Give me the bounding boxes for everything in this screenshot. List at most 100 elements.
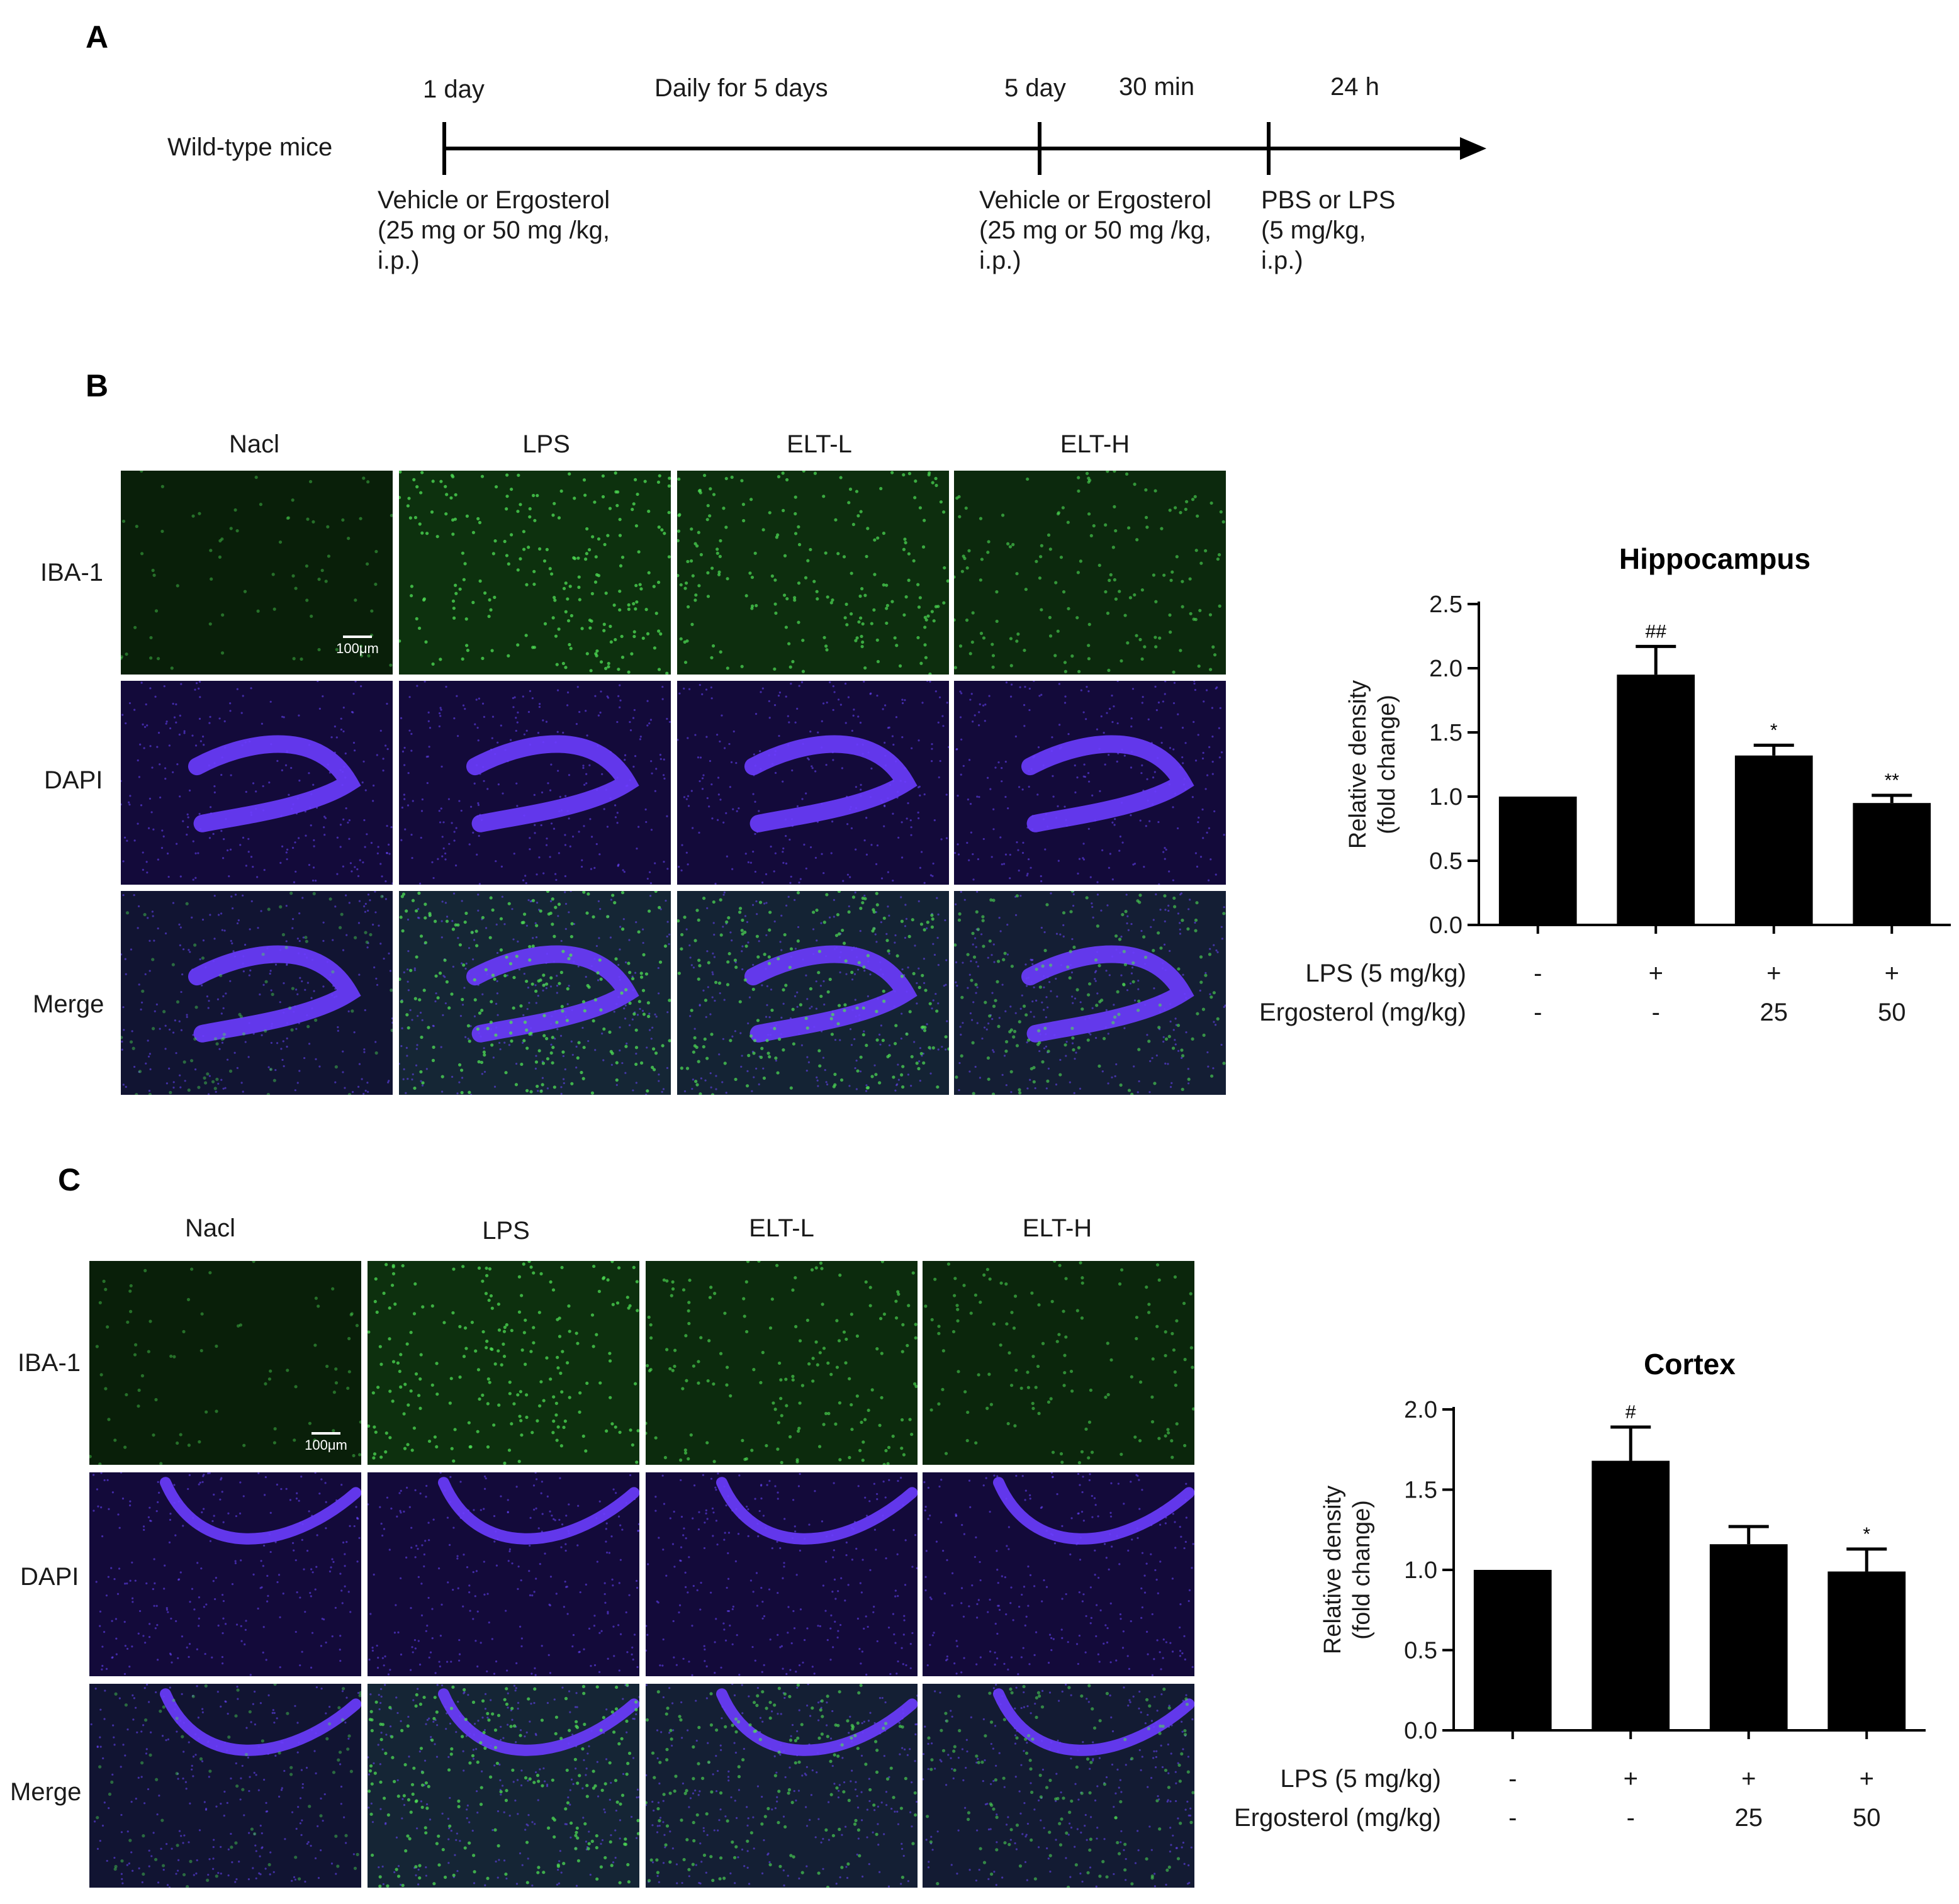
- cortex-condition-value: +: [1860, 1765, 1874, 1793]
- micrograph-dapi-elt-l: [646, 1472, 918, 1676]
- hippocampus-significance-2: ##: [1646, 621, 1667, 642]
- timeline-axis: [442, 122, 1486, 175]
- hippocampus-condition-value: +: [1766, 960, 1781, 987]
- cortex-significance-2: #: [1625, 1402, 1636, 1423]
- panel-c-row-iba1: IBA-1: [18, 1349, 81, 1377]
- cortex-bar-2: [1591, 1460, 1670, 1730]
- panel-b-col-elt-h: ELT-H: [1060, 430, 1130, 458]
- cortex-chart-title: Cortex: [1644, 1348, 1736, 1380]
- hippocampus-condition-label-1: LPS (5 mg/kg): [1305, 960, 1466, 987]
- hippocampus-y-tick-label: 1.0: [1429, 784, 1462, 810]
- cortex-bar-chart: Cortex 0.0 0.5 1.0 1.5 2.0 Relative density (fo…: [1234, 1348, 1926, 1832]
- timeline-label-day5: 5 day: [1004, 74, 1066, 102]
- cortex-condition-label-1: LPS (5 mg/kg): [1280, 1765, 1441, 1793]
- timeline-label-24h: 24 h: [1330, 73, 1379, 101]
- cortex-bar-1: [1473, 1570, 1552, 1730]
- panel-c-col-elt-h: ELT-H: [1022, 1214, 1092, 1242]
- micrograph-iba-lps: [399, 471, 671, 675]
- panel-b-scale-bar: 100μm: [326, 636, 389, 657]
- panel-a-letter: A: [86, 20, 109, 55]
- hippocampus-y-label: Relative density: [1345, 680, 1371, 849]
- panel-b-row-iba1: IBA-1: [40, 559, 104, 586]
- micrograph-iba-nacl: [121, 471, 393, 675]
- micrograph-merge-lps: [368, 1684, 639, 1888]
- cortex-bar-3: [1709, 1544, 1788, 1730]
- cortex-condition-value: -: [1627, 1804, 1635, 1832]
- hippocampus-y-tick-label: 2.0: [1429, 656, 1462, 682]
- micrograph-dapi-elt-h: [954, 681, 1226, 885]
- cortex-y-tick-label: 0.5: [1404, 1638, 1437, 1664]
- micrograph-iba-elt-l: [646, 1261, 918, 1465]
- panel-c-col-nacl: Nacl: [184, 1214, 236, 1242]
- timeline-subject-label: Wild-type mice: [167, 133, 333, 161]
- micrograph-iba-elt-h: [923, 1261, 1194, 1465]
- hippocampus-y-tick-label: 2.5: [1429, 591, 1462, 618]
- cortex-y-tick-label: 0.0: [1404, 1718, 1437, 1744]
- hippocampus-y-tick-label: 0.0: [1429, 912, 1462, 939]
- micrograph-iba-nacl: [89, 1261, 361, 1465]
- panel-c-row-merge: Merge: [10, 1778, 82, 1806]
- hippocampus-bar-3: [1734, 755, 1813, 925]
- cortex-significance-4: *: [1863, 1524, 1870, 1545]
- timeline-dose-2: Vehicle or Ergosterol (25 mg or 50 mg /k…: [979, 186, 1212, 274]
- panel-c-letter: C: [58, 1162, 81, 1197]
- hippocampus-condition-value: +: [1649, 960, 1663, 987]
- hippocampus-y-label: (fold change): [1374, 695, 1400, 834]
- cortex-y-label: Relative density: [1320, 1486, 1346, 1654]
- micrograph-merge-elt-l: [677, 891, 949, 1095]
- hippocampus-condition-value: -: [1534, 999, 1542, 1026]
- micrograph-dapi-lps: [368, 1472, 639, 1676]
- panel-b-col-nacl: Nacl: [228, 430, 280, 458]
- timeline-dose-1: Vehicle or Ergosterol (25 mg or 50 mg /k…: [378, 186, 610, 274]
- hippocampus-bar-1: [1498, 797, 1577, 925]
- panel-b-row-merge: Merge: [33, 990, 104, 1018]
- panel-c-col-elt-l: ELT-L: [749, 1214, 814, 1242]
- cortex-condition-value: -: [1508, 1765, 1517, 1793]
- timeline-arrowhead: [1460, 137, 1486, 160]
- micrograph-dapi-lps: [399, 681, 671, 885]
- micrograph-iba-elt-l: [677, 471, 949, 675]
- hippocampus-condition-value: -: [1534, 960, 1542, 987]
- micrograph-dapi-elt-h: [923, 1472, 1194, 1676]
- panel-b-row-dapi: DAPI: [44, 766, 103, 794]
- timeline-label-day1: 1 day: [423, 76, 485, 103]
- timeline-label-30min: 30 min: [1119, 73, 1195, 101]
- micrograph-iba-lps: [368, 1261, 639, 1465]
- micrograph-merge-elt-h: [923, 1684, 1194, 1888]
- cortex-bar-4: [1827, 1571, 1906, 1730]
- micrograph-dapi-elt-l: [677, 681, 949, 885]
- micrograph-iba-elt-h: [954, 471, 1226, 675]
- micrograph-dapi-nacl: [89, 1472, 361, 1676]
- cortex-y-tick-label: 2.0: [1404, 1397, 1437, 1423]
- cortex-condition-value: 25: [1735, 1804, 1763, 1832]
- hippocampus-bar-chart: Hippocampus 0.0 0.5 1.0 1.5 2.0 2.5 Relative de…: [1259, 542, 1951, 1026]
- hippocampus-y-tick-label: 0.5: [1429, 848, 1462, 875]
- hippocampus-condition-label-2: Ergosterol (mg/kg): [1259, 999, 1466, 1026]
- micrograph-merge-elt-l: [646, 1684, 918, 1888]
- hippocampus-bar-2: [1617, 675, 1695, 925]
- hippocampus-y-tick-label: 1.5: [1429, 720, 1462, 746]
- timeline-label-daily: Daily for 5 days: [654, 74, 828, 102]
- hippocampus-condition-value: -: [1652, 999, 1660, 1026]
- cortex-condition-value: -: [1508, 1804, 1517, 1832]
- cortex-condition-value: 50: [1853, 1804, 1881, 1832]
- timeline-dose-lps: PBS or LPS (5 mg/kg, i.p.): [1261, 186, 1396, 274]
- hippocampus-condition-value: +: [1885, 960, 1899, 987]
- panel-b-col-elt-l: ELT-L: [787, 430, 852, 458]
- panel-c-scale-bar: 100μm: [295, 1432, 357, 1453]
- cortex-condition-label-2: Ergosterol (mg/kg): [1234, 1804, 1441, 1832]
- hippocampus-condition-value: 25: [1760, 999, 1788, 1026]
- hippocampus-significance-3: *: [1770, 720, 1778, 741]
- micrograph-merge-elt-h: [954, 891, 1226, 1095]
- cortex-y-tick-label: 1.0: [1404, 1557, 1437, 1584]
- micrograph-merge-nacl: [121, 891, 393, 1095]
- panel-c-row-dapi: DAPI: [20, 1563, 79, 1591]
- cortex-y-tick-label: 1.5: [1404, 1477, 1437, 1504]
- micrograph-dapi-nacl: [121, 681, 393, 885]
- hippocampus-condition-value: 50: [1878, 999, 1906, 1026]
- panel-c-col-lps: LPS: [482, 1217, 530, 1245]
- cortex-condition-value: +: [1624, 1765, 1638, 1793]
- micrograph-merge-nacl: [89, 1684, 361, 1888]
- hippocampus-significance-4: **: [1885, 770, 1900, 791]
- panel-b-letter: B: [86, 368, 109, 403]
